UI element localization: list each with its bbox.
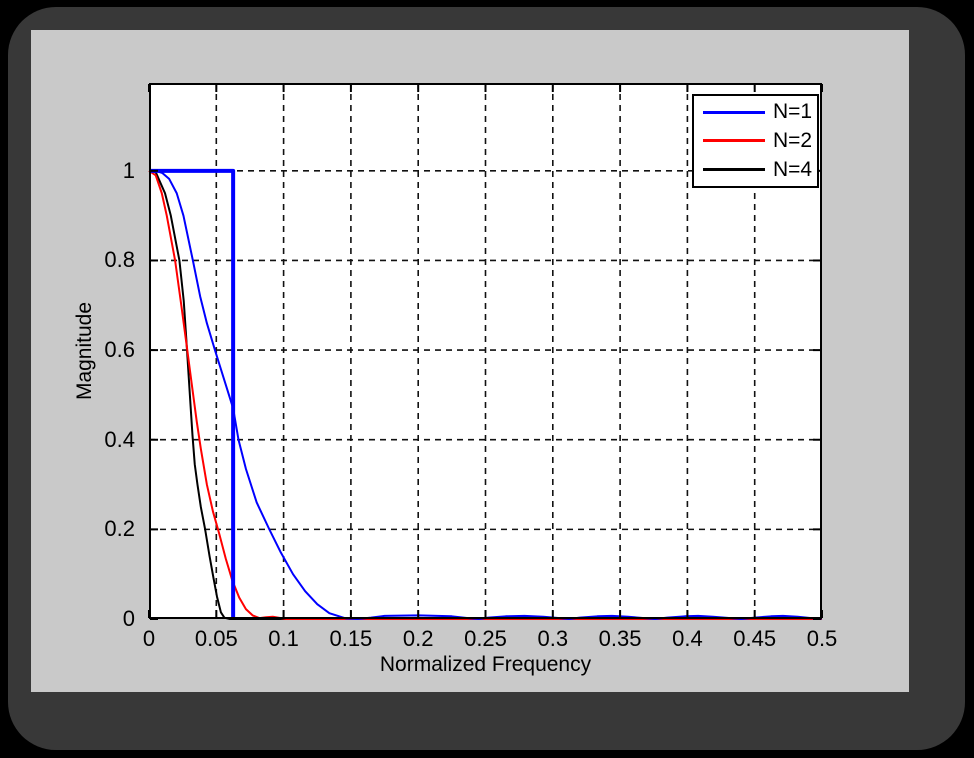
x-tick-label: 0.4 <box>672 626 703 651</box>
x-tick-label: 0.2 <box>402 626 434 651</box>
x-tick-label: 0.1 <box>268 626 299 651</box>
figure-window: 0 0.05 0.1 0.15 0.2 0.25 0.3 0.35 0.4 0.45 0.5 0 0.… <box>31 30 909 692</box>
legend-entry: N=2 <box>694 128 817 152</box>
x-tick-label: 0.3 <box>537 626 569 651</box>
y-tick-label: 0.8 <box>104 247 135 273</box>
legend[interactable]: N=1 N=2 N=4 <box>692 94 819 188</box>
legend-label: N=1 <box>773 100 813 124</box>
y-tick-label: 0 <box>122 606 135 631</box>
y-tick-label: 0.6 <box>104 337 135 363</box>
x-tick-label: 0.15 <box>329 626 373 651</box>
legend-line-sample <box>703 139 765 143</box>
legend-label: N=2 <box>773 128 813 152</box>
legend-line-sample <box>703 168 765 172</box>
x-axis-label: Normalized Frequency <box>379 653 592 676</box>
x-tick-label: 0.05 <box>194 626 238 651</box>
legend-line-sample <box>703 110 765 114</box>
series-n4 <box>148 169 822 620</box>
x-tick-label: 0.45 <box>733 626 777 651</box>
x-tick-label: 0.25 <box>464 626 507 651</box>
plot-area: 0 0.05 0.1 0.15 0.2 0.25 0.3 0.35 0.4 0.45 0.5 0 0.… <box>73 83 837 676</box>
series-idealbrickwallfilter <box>149 168 236 619</box>
y-tick-label: 0.2 <box>104 516 135 542</box>
x-tick-label: 0 <box>142 626 156 651</box>
y-axis-label: Magnitude <box>73 301 96 401</box>
x-tick-label: 0.35 <box>598 626 642 651</box>
y-tick-label: 1 <box>122 157 135 183</box>
legend-entry: N=4 <box>694 157 817 181</box>
legend-label: N=4 <box>773 157 813 181</box>
legend-entry: N=1 <box>694 101 817 123</box>
y-tick-label: 0.4 <box>104 426 135 452</box>
x-tick-label: 0.5 <box>806 626 838 651</box>
